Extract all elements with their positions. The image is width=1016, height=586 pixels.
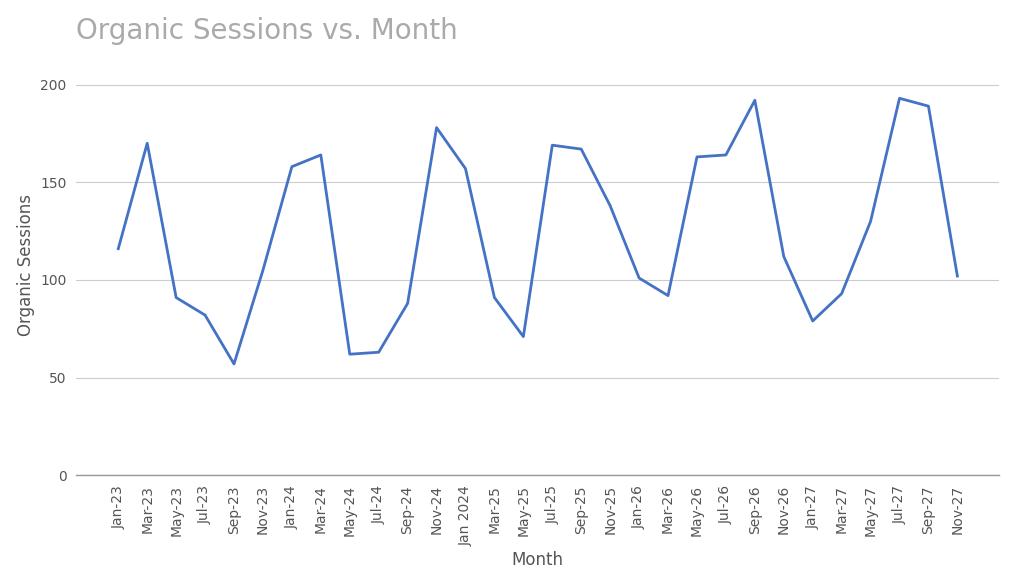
Text: Organic Sessions vs. Month: Organic Sessions vs. Month [76,16,458,45]
Y-axis label: Organic Sessions: Organic Sessions [16,195,35,336]
X-axis label: Month: Month [512,551,564,570]
